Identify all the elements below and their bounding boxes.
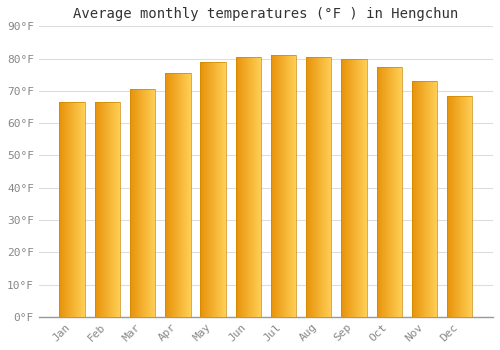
Bar	[94, 102, 120, 317]
Bar	[376, 66, 402, 317]
Title: Average monthly temperatures (°F ) in Hengchun: Average monthly temperatures (°F ) in He…	[74, 7, 458, 21]
Bar	[165, 73, 190, 317]
Bar	[60, 102, 85, 317]
Bar	[412, 81, 437, 317]
Bar	[130, 89, 156, 317]
Bar	[342, 58, 366, 317]
Bar	[271, 55, 296, 317]
Bar	[447, 96, 472, 317]
Bar	[236, 57, 261, 317]
Bar	[306, 57, 332, 317]
Bar	[200, 62, 226, 317]
